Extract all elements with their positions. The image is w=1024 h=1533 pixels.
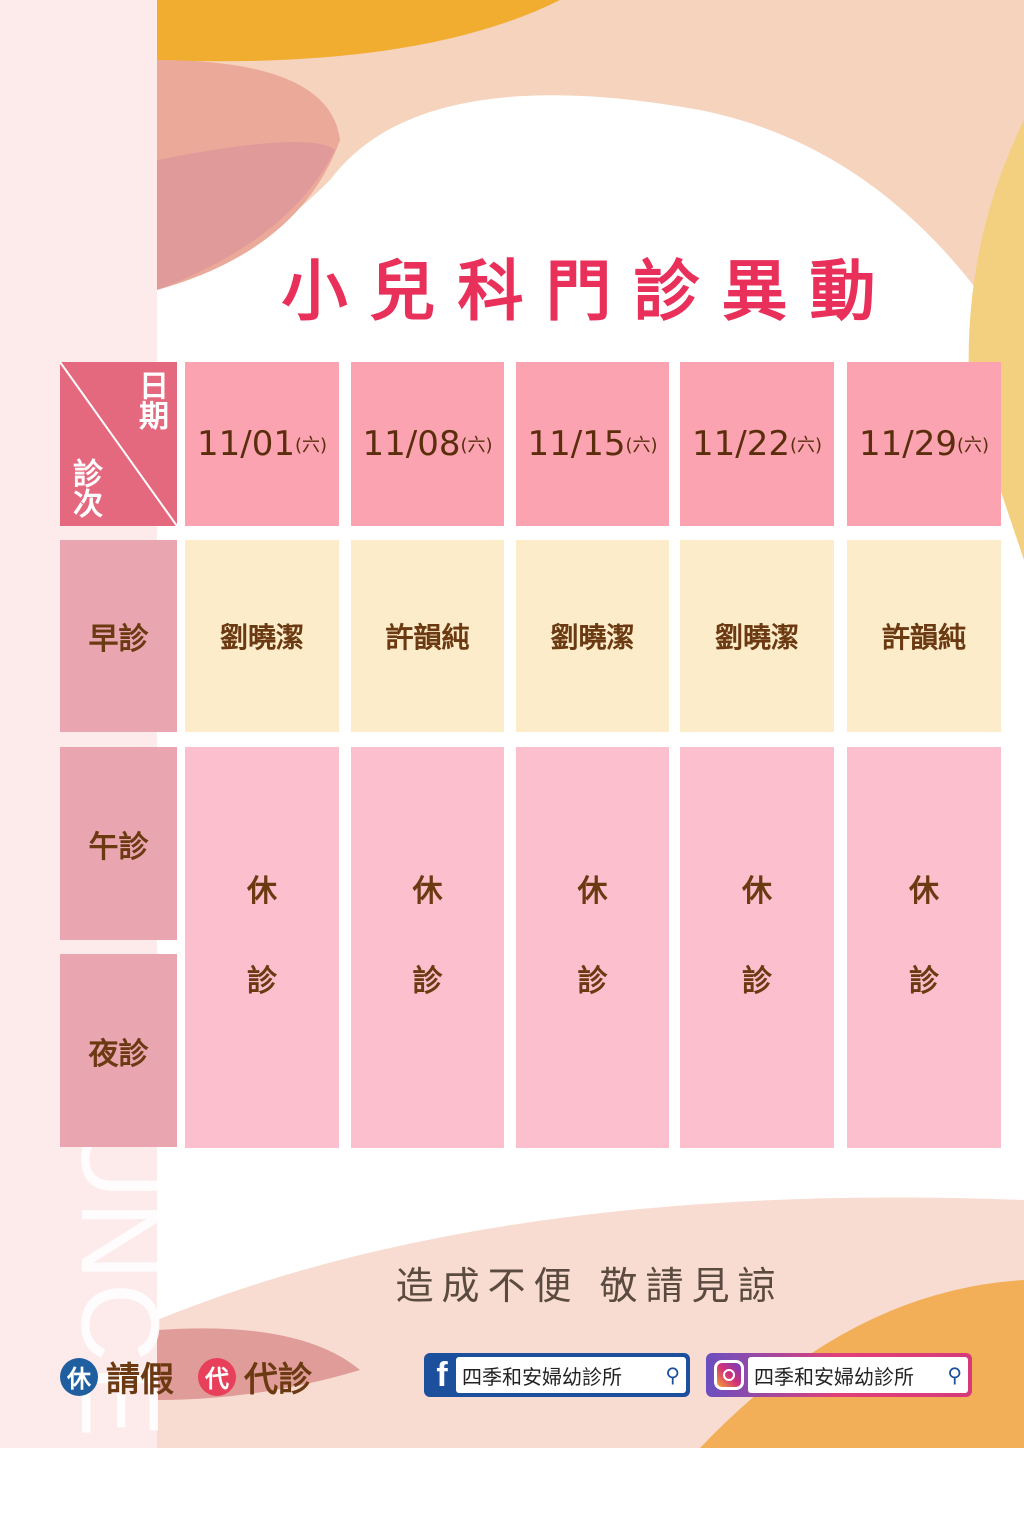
date-header-cell: 11/22 (六)	[680, 362, 834, 526]
date-header-cell: 11/15 (六)	[516, 362, 669, 526]
closed-text-2: 診	[909, 963, 939, 999]
weekday-text: (六)	[460, 435, 493, 456]
closed-cell: 休診	[847, 747, 1001, 1148]
closed-text-1: 休	[412, 873, 443, 909]
closed-cell: 休診	[185, 747, 339, 1148]
substitute-icon: 代	[198, 1357, 236, 1396]
date-text: 11/08	[362, 424, 461, 464]
page-title: 小兒科門診異動	[281, 253, 898, 330]
closed-text-2: 診	[742, 963, 772, 999]
session-header: 診次	[67, 458, 102, 518]
morning-doctor-cell: 許韻純	[847, 540, 1001, 732]
closed-text-1: 休	[247, 873, 277, 909]
closed-cell: 休診	[516, 747, 669, 1148]
date-header-cell: 11/08 (六)	[351, 362, 504, 526]
search-icon: ⚲	[665, 1363, 680, 1387]
closed-text-2: 診	[412, 963, 443, 999]
date-text: 11/15	[527, 424, 626, 464]
session-afternoon: 午診	[60, 747, 177, 940]
instagram-search-badge[interactable]: 四季和安婦幼診所 ⚲	[706, 1353, 972, 1397]
closed-text-2: 診	[247, 963, 277, 999]
weekday-text: (六)	[625, 435, 658, 456]
closed-text-1: 休	[742, 873, 772, 909]
morning-doctor-cell: 許韻純	[351, 540, 504, 732]
morning-doctor-cell: 劉曉潔	[680, 540, 834, 732]
facebook-search-badge[interactable]: f 四季和安婦幼診所 ⚲	[424, 1353, 690, 1397]
closed-text-1: 休	[909, 873, 939, 909]
date-header: 日期	[133, 370, 168, 430]
date-header-cell: 11/01 (六)	[185, 362, 339, 526]
weekday-text: (六)	[294, 435, 328, 456]
leave-icon: 休	[60, 1357, 98, 1396]
session-morning: 早診	[60, 540, 177, 732]
leave-label: 請假	[106, 1360, 174, 1400]
closed-cell: 休診	[351, 747, 504, 1148]
closed-text-2: 診	[577, 963, 608, 999]
session-night: 夜診	[60, 954, 177, 1147]
weekday-text: (六)	[956, 435, 990, 456]
date-header-cell: 11/29 (六)	[847, 362, 1001, 526]
instagram-name: 四季和安婦幼診所	[754, 1364, 914, 1389]
morning-doctor-cell: 劉曉潔	[516, 540, 669, 732]
background-shapes	[157, 0, 1024, 1448]
legend: 休 請假 代 代診	[60, 1352, 312, 1401]
date-text: 11/22	[691, 424, 790, 464]
morning-doctor-cell: 劉曉潔	[185, 540, 339, 732]
closed-cell: 休診	[680, 747, 834, 1148]
instagram-icon	[714, 1360, 744, 1390]
date-text: 11/01	[196, 424, 295, 464]
search-icon: ⚲	[947, 1363, 962, 1387]
date-text: 11/29	[858, 424, 957, 464]
facebook-name: 四季和安婦幼診所	[462, 1364, 622, 1389]
table-corner-header: 日期 診次	[60, 362, 177, 526]
closed-text-1: 休	[577, 873, 608, 909]
apology-text: 造成不便 敬請見諒	[395, 1264, 784, 1308]
weekday-text: (六)	[789, 435, 823, 456]
facebook-icon: f	[436, 1355, 448, 1394]
substitute-label: 代診	[244, 1360, 312, 1400]
